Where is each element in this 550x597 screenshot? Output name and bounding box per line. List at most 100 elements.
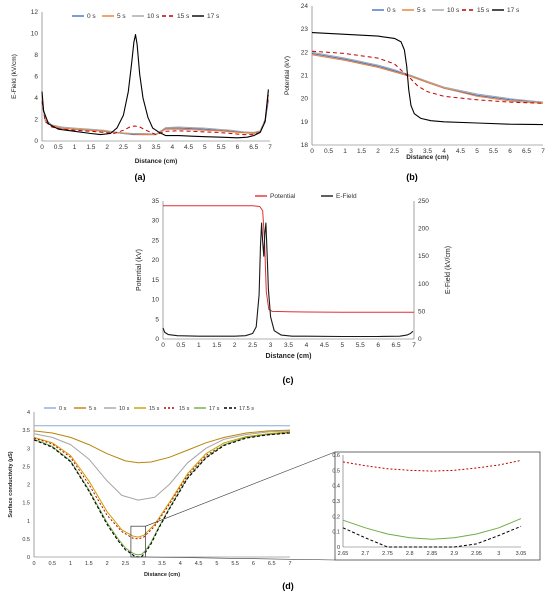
chart-a: 0 0.5 1 1.5 2 2.5 3 3.5 4 4.5 5 5.5 6 6.5 7 0 2 4 6 8 10 12 Di… [11,9,272,165]
b-series-line-3 [311,50,544,104]
b-legend-label-0: 0 s [387,7,396,14]
inset-xtick-label: 2.8 [406,551,414,557]
d-xtick-label: 2.5 [122,561,130,567]
panel-label-b: (b) [406,172,418,182]
a-legend-label-2: 10 s [147,13,160,20]
d-xtick-label: 0.5 [48,561,56,567]
b-legend-label-3: 15 s [477,7,490,14]
b-x-label: Distance (cm) [406,154,449,161]
b-ytick-label: 21 [301,73,309,80]
inset-xtick-label: 2.65 [338,551,349,557]
c-ytick-label: 25 [152,237,160,244]
inset-ytick-label: 0.4 [332,484,340,490]
c-y2tick-label: 200 [418,226,429,233]
inset-xtick-label: 2.75 [382,551,393,557]
b-series-line-0 [311,53,544,103]
d-ytick-label: 1 [27,519,30,525]
b-ytick-label: 22 [301,49,309,56]
c-ytick-label: 30 [152,218,160,225]
c-y2-label: E-Field (kV/cm) [445,246,452,294]
b-xtick-label: 5 [475,148,479,155]
a-xtick-label: 3 [138,144,142,151]
c-xtick-label: 3.5 [284,342,293,349]
c-xtick-label: 3 [269,342,273,349]
d-xtick-label: 5 [215,561,218,567]
b-xtick-label: 1 [343,148,347,155]
a-xtick-label: 0.5 [54,144,63,151]
d-legend-label-5: 17 s [209,406,220,412]
c-xtick-label: 0.5 [176,342,185,349]
d-series-line-4 [33,431,291,540]
b-xtick-label: 2 [376,148,380,155]
d-y-label: Surface conductivity (µS) [8,451,14,517]
b-legend-label-2: 10 s [447,7,460,14]
d-legend-label-1: 5 s [89,406,97,412]
c-xtick-label: 4 [305,342,309,349]
d-ytick-label: 1.5 [22,501,30,507]
d-ytick-label: 2.5 [22,464,30,470]
c-ytick-label: 20 [152,257,160,264]
inset-xtick-label: 2.7 [361,551,369,557]
b-y-label: Potential (kV) [284,56,291,95]
b-xtick-label: 3 [409,148,413,155]
b-series-line-1 [311,54,544,104]
c-xtick-label: 5 [340,342,344,349]
d-zoom-connector-top [145,451,336,527]
a-legend-label-1: 5 s [117,13,126,20]
b-legend-label-4: 17 s [507,7,520,14]
b-ytick-label: 23 [301,26,309,33]
c-xtick-label: 0 [161,342,165,349]
c-ytick-label: 0 [155,336,159,343]
c-ytick-label: 35 [152,198,160,205]
inset-xtick-label: 2.85 [427,551,438,557]
d-xtick-label: 1.5 [85,561,93,567]
d-zoom-connector-bottom [145,556,336,561]
c-y2tick-label: 100 [418,281,429,288]
b-xtick-label: 4.5 [456,148,465,155]
d-xtick-label: 4.5 [195,561,203,567]
b-xtick-label: 5.5 [489,148,498,155]
b-ytick-label: 19 [301,119,309,126]
a-xtick-label: 2 [105,144,109,151]
d-xtick-label: 6 [252,561,255,567]
c-y-label: Potential (kV) [136,249,143,291]
d-legend-label-4: 15 s [179,406,190,412]
d-xtick-label: 6.5 [268,561,276,567]
d-xtick-label: 0 [32,561,35,567]
inset-series-line-1 [342,518,522,540]
a-xtick-label: 7 [268,144,272,151]
a-ytick-label: 12 [31,9,39,16]
c-y2tick-label: 150 [418,253,429,260]
d-ytick-label: 3.5 [22,428,30,434]
d-legend-label-0: 0 s [59,406,67,412]
a-xtick-label: 2.5 [119,144,128,151]
a-xtick-label: 3.5 [151,144,160,151]
d-series-line-3 [33,431,291,538]
a-ytick-label: 8 [34,52,38,59]
a-series-line-4 [41,34,269,139]
c-y2tick-label: 250 [418,198,429,205]
b-xtick-label: 2.5 [390,148,399,155]
inset-ytick-label: 0.3 [332,499,340,505]
d-xtick-label: 3 [142,561,145,567]
panel-label-d: (d) [282,581,294,591]
inset-xtick-label: 2.9 [450,551,458,557]
b-ytick-label: 18 [301,142,309,149]
chart-d: 0 0.5 1 1.5 2 2.5 3 3.5 4 4.5 5 5.5 6 6.5 7 0 0.5 1 1.5 2 2.… [8,406,541,578]
chart-b: 0 0.5 1 1.5 2 2.5 3 3.5 4 4.5 5 5.5 6 6.5 7 18 19 20 21 22 2… [284,3,545,161]
d-series-line-2 [33,430,291,501]
c-xtick-label: 1 [197,342,201,349]
d-ytick-label: 3 [27,446,30,452]
a-xtick-label: 4 [170,144,174,151]
b-xtick-label: 6.5 [522,148,531,155]
inset-ytick-label: 0.2 [332,514,340,520]
c-xtick-label: 6 [376,342,380,349]
a-ytick-label: 6 [34,74,38,81]
d-ytick-label: 0 [27,555,30,561]
d-ytick-label: 2 [27,483,30,489]
b-xtick-label: 0 [310,148,314,155]
a-y-label: E-Field (kV/cm) [11,54,18,99]
a-legend-label-3: 15 s [177,13,190,20]
c-y2tick-label: 0 [418,336,422,343]
d-legend-label-6: 17.5 s [239,406,254,412]
